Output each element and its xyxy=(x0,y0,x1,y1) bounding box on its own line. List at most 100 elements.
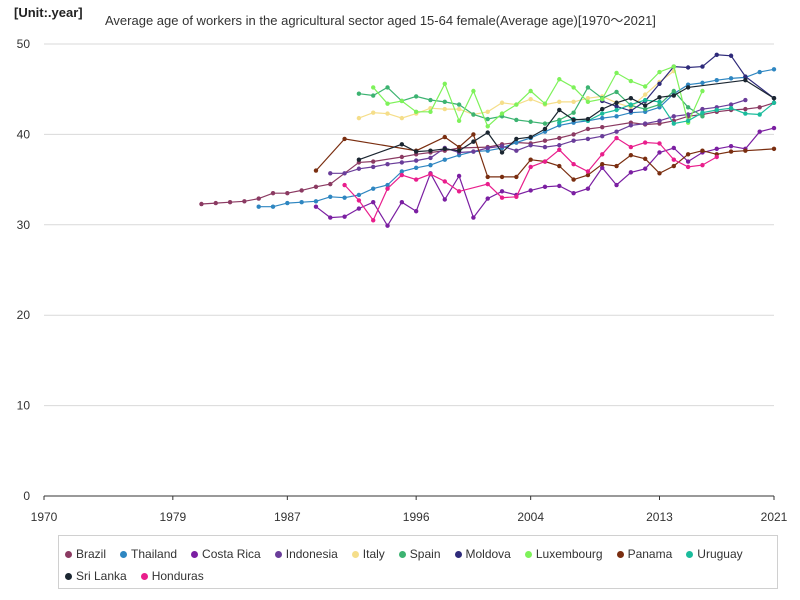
data-point-indonesia xyxy=(614,129,619,134)
legend-swatch xyxy=(274,550,282,558)
data-point-thailand xyxy=(771,67,777,72)
data-point-sri-lanka xyxy=(671,93,677,98)
data-point-uruguay xyxy=(700,110,705,115)
legend-swatch xyxy=(191,550,199,558)
legend-item-luxembourg: Luxembourg xyxy=(524,544,603,564)
data-point-indonesia xyxy=(485,145,490,151)
data-point-italy xyxy=(399,115,405,121)
x-tick-label: 2004 xyxy=(517,510,544,524)
legend-item-uruguay: Uruguay xyxy=(686,544,743,564)
data-point-thailand xyxy=(342,195,347,200)
data-point-sri-lanka xyxy=(657,95,662,100)
data-point-costa-rica xyxy=(557,183,562,189)
data-point-honduras xyxy=(442,179,447,184)
series-line-panama xyxy=(315,133,775,181)
data-point-costa-rica xyxy=(399,200,405,205)
data-point-costa-rica xyxy=(600,165,605,171)
data-point-moldova xyxy=(700,64,705,69)
data-point-honduras xyxy=(371,218,376,223)
data-point-spain xyxy=(514,117,519,123)
data-point-luxembourg xyxy=(399,98,405,104)
data-point-moldova xyxy=(685,65,691,70)
series-line-moldova xyxy=(601,54,775,112)
data-point-luxembourg xyxy=(471,88,476,94)
data-point-panama xyxy=(700,148,705,153)
data-point-honduras xyxy=(428,171,433,177)
y-tick-label: 20 xyxy=(17,308,31,322)
data-point-thailand xyxy=(600,115,605,121)
data-point-uruguay xyxy=(743,111,748,116)
data-point-brazil xyxy=(313,184,319,190)
data-point-moldova xyxy=(628,108,634,114)
data-point-costa-rica xyxy=(628,170,634,175)
data-point-luxembourg xyxy=(657,69,662,75)
data-point-spain xyxy=(371,93,376,98)
data-point-sri-lanka xyxy=(528,134,533,140)
data-point-luxembourg xyxy=(642,84,648,89)
data-point-uruguay xyxy=(757,112,762,117)
data-point-indonesia xyxy=(428,155,433,161)
data-point-luxembourg xyxy=(371,85,376,90)
data-point-thailand xyxy=(356,192,362,198)
data-point-costa-rica xyxy=(371,200,376,205)
series-line-uruguay xyxy=(559,99,775,125)
series-line-indonesia xyxy=(330,99,746,174)
data-point-indonesia xyxy=(342,171,347,176)
data-point-panama xyxy=(685,152,691,157)
data-point-luxembourg xyxy=(456,118,462,124)
data-point-costa-rica xyxy=(614,182,619,188)
y-tick-label: 40 xyxy=(17,127,31,141)
data-point-indonesia xyxy=(585,136,591,142)
data-point-thailand xyxy=(700,80,705,86)
data-point-uruguay xyxy=(771,100,777,105)
legend-label: Luxembourg xyxy=(535,547,603,561)
legend-item-italy: Italy xyxy=(351,544,385,564)
data-point-panama xyxy=(657,171,662,176)
legend-label: Spain xyxy=(409,547,441,561)
data-point-spain xyxy=(585,85,591,90)
data-point-indonesia xyxy=(728,102,734,107)
data-point-brazil xyxy=(199,201,204,207)
y-tick-label: 50 xyxy=(17,37,31,51)
data-point-costa-rica xyxy=(342,214,347,219)
data-point-costa-rica xyxy=(456,173,462,179)
data-point-costa-rica xyxy=(313,204,319,209)
data-point-luxembourg xyxy=(514,102,519,107)
data-point-costa-rica xyxy=(771,125,777,131)
data-point-uruguay xyxy=(557,120,562,125)
data-point-brazil xyxy=(600,124,605,130)
x-tick-label: 1979 xyxy=(159,510,186,524)
data-point-panama xyxy=(471,132,476,137)
data-point-spain xyxy=(442,99,447,105)
data-point-sri-lanka xyxy=(571,117,576,123)
data-point-panama xyxy=(514,174,519,180)
data-point-sri-lanka xyxy=(585,116,591,122)
data-point-indonesia xyxy=(628,123,634,128)
data-point-panama xyxy=(600,162,605,167)
data-point-costa-rica xyxy=(657,150,662,155)
data-point-spain xyxy=(685,105,691,110)
legend-label: Uruguay xyxy=(697,547,743,561)
data-point-spain xyxy=(528,119,533,124)
data-point-costa-rica xyxy=(714,146,719,152)
data-point-panama xyxy=(313,168,319,173)
data-point-moldova xyxy=(728,53,734,58)
data-point-indonesia xyxy=(657,118,662,124)
data-point-italy xyxy=(356,115,362,121)
legend-label: Thailand xyxy=(131,547,178,561)
data-point-sri-lanka xyxy=(614,100,619,105)
x-tick-label: 1970 xyxy=(31,510,58,524)
legend-swatch xyxy=(120,550,128,558)
data-point-sri-lanka xyxy=(471,139,476,144)
data-point-spain xyxy=(642,106,648,112)
data-point-sri-lanka xyxy=(628,96,634,101)
data-point-spain xyxy=(385,85,390,90)
data-point-thailand xyxy=(313,199,319,204)
legend-swatch xyxy=(140,572,148,580)
legend-swatch xyxy=(398,550,406,558)
data-point-panama xyxy=(342,136,347,142)
data-point-brazil xyxy=(328,181,333,187)
data-point-indonesia xyxy=(600,134,605,139)
data-point-indonesia xyxy=(471,149,476,154)
